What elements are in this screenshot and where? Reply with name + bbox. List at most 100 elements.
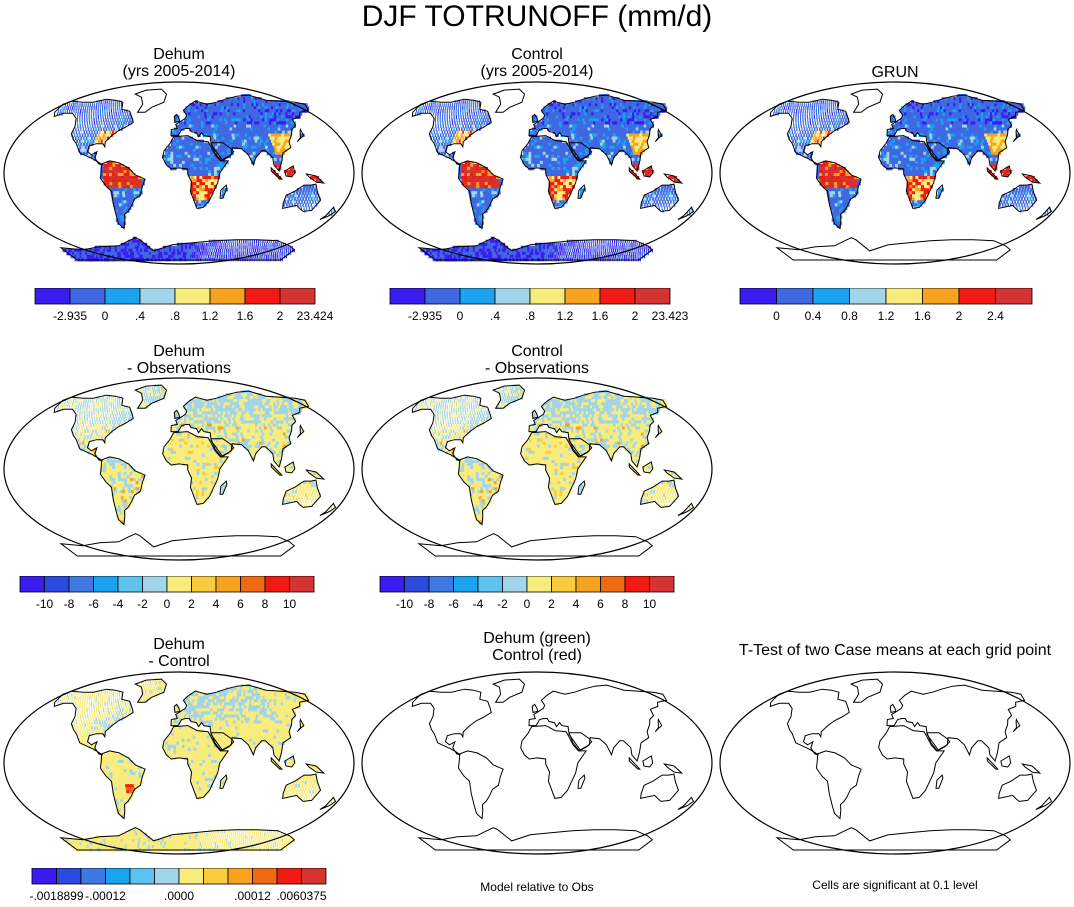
grid-cell xyxy=(787,103,789,107)
grid-cell xyxy=(537,142,541,147)
grid-cell xyxy=(575,145,580,150)
grid-cell xyxy=(560,179,564,183)
grid-cell xyxy=(484,118,487,122)
grid-cell xyxy=(126,176,130,180)
grid-cell xyxy=(562,200,565,204)
grid-cell xyxy=(198,197,202,201)
grid-cell xyxy=(631,139,637,143)
grid-cell xyxy=(551,191,555,195)
grid-cell xyxy=(562,148,566,153)
grid-cell xyxy=(210,191,214,195)
grid-cell xyxy=(173,151,177,156)
grid-cell xyxy=(205,133,209,137)
grid-cell xyxy=(135,188,140,192)
grid-cell xyxy=(580,251,582,256)
grid-cell xyxy=(587,248,589,253)
grid-cell xyxy=(616,142,621,147)
grid-cell xyxy=(545,163,549,168)
grid-cell xyxy=(219,239,221,244)
grid-cell xyxy=(107,124,109,128)
grid-cell xyxy=(605,248,607,253)
grid-cell xyxy=(274,148,279,153)
grid-cell xyxy=(638,254,640,259)
grid-cell xyxy=(216,242,218,247)
grid-cell xyxy=(571,154,575,159)
grid-cell xyxy=(196,173,200,177)
grid-cell xyxy=(554,194,557,198)
grid-cell xyxy=(646,197,649,201)
grid-cell xyxy=(579,118,584,122)
grid-cell xyxy=(313,191,316,195)
grid-cell xyxy=(296,188,300,192)
grid-cell xyxy=(471,191,476,195)
grid-cell xyxy=(633,239,635,244)
grid-cell xyxy=(275,245,277,250)
grid-cell xyxy=(211,139,216,143)
grid-cell xyxy=(240,145,244,150)
grid-cell xyxy=(173,130,177,134)
grid-cell xyxy=(469,173,474,177)
grid-cell xyxy=(199,160,203,165)
grid-cell xyxy=(213,106,217,110)
grid-cell xyxy=(441,148,444,153)
grid-cell xyxy=(259,242,262,247)
grid-cell xyxy=(464,182,469,186)
grid-cell xyxy=(576,242,578,247)
grid-cell xyxy=(539,148,544,153)
grid-cell xyxy=(945,109,950,113)
grid-cell xyxy=(479,188,484,192)
grid-cell xyxy=(204,254,206,259)
grid-cell xyxy=(647,194,650,198)
colorbar-swatch xyxy=(529,288,566,305)
grid-cell xyxy=(633,245,635,250)
grid-cell xyxy=(575,245,577,250)
grid-cell xyxy=(636,133,642,137)
grid-cell xyxy=(560,118,565,122)
grid-cell xyxy=(487,179,491,183)
grid-cell xyxy=(558,142,563,147)
grid-cell xyxy=(180,254,183,259)
grid-cell xyxy=(635,127,641,131)
grid-cell xyxy=(477,215,482,219)
grid-cell xyxy=(234,109,239,113)
grid-cell xyxy=(196,127,200,131)
grid-cell xyxy=(215,106,219,110)
grid-cell xyxy=(176,127,180,131)
grid-cell xyxy=(139,242,144,247)
grid-cell xyxy=(275,124,281,128)
grid-cell xyxy=(175,254,178,259)
grid-cell xyxy=(548,179,552,183)
grid-cell xyxy=(556,197,560,201)
grid-cell xyxy=(568,133,573,137)
grid-cell xyxy=(576,124,581,128)
grid-cell xyxy=(227,109,232,113)
grid-cell xyxy=(476,100,478,104)
grid-cell xyxy=(573,145,577,150)
grid-cell xyxy=(173,163,177,168)
grid-cell xyxy=(592,127,597,131)
grid-cell xyxy=(435,103,437,107)
colorbar-label: -2.935 xyxy=(408,309,442,323)
grid-cell xyxy=(199,245,201,250)
grid-cell xyxy=(194,106,197,110)
grid-cell xyxy=(212,118,216,122)
grid-cell xyxy=(531,163,535,168)
grid-cell xyxy=(629,121,635,125)
grid-cell xyxy=(569,245,571,250)
grid-cell xyxy=(551,197,554,201)
grid-cell xyxy=(249,148,253,153)
grid-cell xyxy=(75,112,77,116)
grid-cell xyxy=(631,133,637,137)
grid-cell xyxy=(531,248,534,253)
grid-cell xyxy=(559,194,563,198)
grid-cell xyxy=(572,103,576,107)
grid-cell xyxy=(205,170,209,174)
grid-cell xyxy=(65,106,67,110)
grid-cell xyxy=(531,148,535,153)
grid-cell xyxy=(262,239,264,244)
grid-cell xyxy=(212,251,214,256)
grid-cell xyxy=(114,176,119,180)
grid-cell xyxy=(300,194,303,198)
grid-cell xyxy=(579,124,583,128)
grid-cell xyxy=(213,136,218,140)
